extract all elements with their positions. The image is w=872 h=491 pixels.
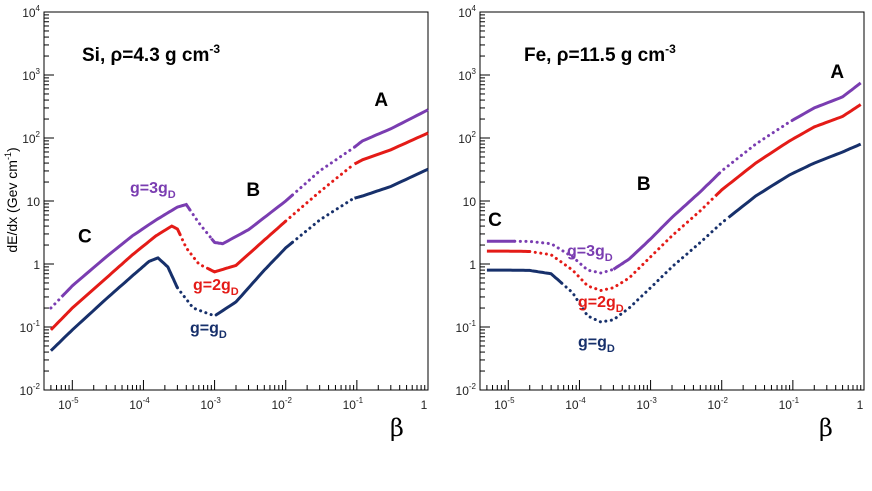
x-tick-label: 10-2 bbox=[271, 396, 292, 412]
y-axis-label-text: dE/dx (Gev cm bbox=[4, 160, 20, 253]
series-line-g-2gD bbox=[714, 103, 862, 198]
series-line-g-gD bbox=[215, 241, 294, 316]
x-tick-label: 10-1 bbox=[779, 396, 800, 412]
series-line-g-gD bbox=[486, 268, 563, 285]
series-label: g=2gD bbox=[578, 294, 624, 315]
y-tick-label: 103 bbox=[458, 67, 476, 83]
series-line-g-3gD bbox=[291, 145, 356, 197]
plot-frame-si bbox=[43, 11, 429, 391]
x-tick-label: 10-4 bbox=[129, 396, 150, 412]
series-label: g=2gD bbox=[193, 277, 239, 298]
series-group-fe bbox=[486, 81, 862, 324]
series-line-g-3gD bbox=[210, 193, 294, 246]
y-tick-label: 1 bbox=[33, 258, 40, 272]
y-tick-label: 10-2 bbox=[20, 382, 41, 398]
series-line-g-3gD bbox=[353, 108, 429, 149]
y-axis-label-sup: -1 bbox=[3, 152, 13, 160]
x-tick-label: 10-5 bbox=[58, 396, 79, 412]
series-line-g-gD bbox=[354, 167, 429, 200]
y-tick-label: 10-2 bbox=[456, 382, 477, 398]
series-line-g-2gD bbox=[178, 233, 210, 271]
series-label: g=3gD bbox=[130, 180, 176, 201]
panel-title-text: Si, ρ=4.3 g cm bbox=[82, 45, 209, 66]
series-label: g=3gD bbox=[567, 243, 613, 264]
series-label: g=gD bbox=[578, 334, 615, 355]
x-tick-label: 10-3 bbox=[636, 396, 657, 412]
x-axis-label-si: β bbox=[390, 414, 404, 442]
series-line-g-3gD bbox=[718, 119, 794, 175]
panel-title-fe: Fe, ρ=11.5 g cm-3 bbox=[524, 42, 676, 66]
tick-labels-si: 10-5 10-4 10-3 10-2 10-1 1 10-2 10-1 1 10 102 103 10… bbox=[20, 4, 428, 412]
series-line-g-3gD bbox=[49, 295, 64, 310]
y-tick-label: 10 bbox=[27, 195, 41, 209]
tick-labels-fe: 10-5 10-4 10-3 10-2 10-1 1 10-2 10-1 1 10 102 103 10… bbox=[456, 4, 864, 412]
series-line-g-3gD bbox=[791, 81, 862, 122]
series-line-g-gD bbox=[49, 256, 179, 352]
y-axis-label: dE/dx (Gev cm-1) bbox=[3, 147, 20, 252]
y-tick-label: 10-1 bbox=[20, 319, 41, 335]
panel-title-text: Fe, ρ=11.5 g cm bbox=[524, 45, 665, 66]
x-tick-label: 10-4 bbox=[565, 396, 586, 412]
x-tick-label: 10-3 bbox=[200, 396, 221, 412]
series-line-g-3gD bbox=[612, 171, 721, 271]
panel-fe: 10-5 10-4 10-3 10-2 10-1 1 10-2 10-1 1 10 102 103 10… bbox=[456, 4, 865, 412]
plot-frame-fe bbox=[479, 11, 865, 391]
series-line-g-3gD bbox=[60, 202, 192, 298]
y-tick-label: 1 bbox=[469, 258, 476, 272]
annotations-si: g=gD g=2gD g=3gD A B C bbox=[78, 90, 388, 341]
series-line-g-2gD bbox=[284, 162, 356, 223]
series-line-g-2gD bbox=[353, 131, 429, 166]
region-label-C: C bbox=[78, 226, 92, 247]
region-label-A: A bbox=[374, 90, 388, 111]
series-line-g-gD bbox=[175, 286, 219, 318]
series-line-g-3gD bbox=[513, 239, 615, 275]
y-tick-label: 10 bbox=[463, 195, 477, 209]
x-tick-label: 1 bbox=[421, 398, 428, 412]
panel-si: 10-5 10-4 10-3 10-2 10-1 1 10-2 10-1 1 10 102 103 10… bbox=[20, 4, 429, 412]
annotations-fe: g=gD g=2gD g=3gD A B C bbox=[488, 62, 844, 355]
series-line-g-gD bbox=[560, 216, 730, 324]
panel-title-si: Si, ρ=4.3 g cm-3 bbox=[82, 42, 220, 66]
y-tick-label: 104 bbox=[22, 4, 40, 20]
y-axis-label-close: ) bbox=[4, 147, 20, 152]
y-tick-label: 10-1 bbox=[456, 319, 477, 335]
panel-title-sup: -3 bbox=[209, 42, 220, 56]
region-label-B: B bbox=[246, 180, 260, 201]
region-label-B: B bbox=[637, 174, 651, 195]
x-tick-label: 10-1 bbox=[343, 396, 364, 412]
series-group-si bbox=[49, 108, 429, 352]
x-tick-label: 10-5 bbox=[494, 396, 515, 412]
series-label: g=gD bbox=[190, 320, 227, 341]
region-label-A: A bbox=[830, 62, 844, 83]
y-tick-label: 103 bbox=[22, 67, 40, 83]
region-label-C: C bbox=[488, 210, 502, 231]
y-tick-label: 102 bbox=[458, 130, 476, 146]
x-tick-label: 10-2 bbox=[707, 396, 728, 412]
series-line-g-2gD bbox=[528, 194, 717, 293]
series-line-g-2gD bbox=[49, 224, 182, 331]
axis-ticks-fe bbox=[479, 11, 865, 391]
y-tick-label: 102 bbox=[22, 130, 40, 146]
series-line-g-gD bbox=[291, 196, 356, 244]
series-line-g-2gD bbox=[207, 219, 287, 274]
x-tick-label: 1 bbox=[857, 398, 864, 412]
series-line-g-gD bbox=[727, 142, 862, 219]
series-line-g-3gD bbox=[188, 208, 213, 240]
x-axis-label-fe: β bbox=[819, 414, 833, 442]
y-tick-label: 104 bbox=[458, 4, 476, 20]
axis-ticks-si bbox=[43, 11, 429, 391]
panel-title-sup: -3 bbox=[665, 42, 676, 56]
